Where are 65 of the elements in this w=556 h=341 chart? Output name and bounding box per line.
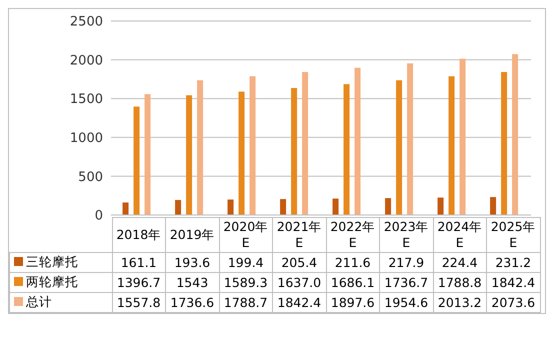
y-tick-label: 1500 bbox=[70, 92, 103, 108]
bar bbox=[134, 106, 140, 215]
data-label: 231.2 bbox=[486, 252, 540, 272]
data-label: 1637.0 bbox=[272, 272, 326, 292]
bar bbox=[280, 199, 286, 215]
y-tick-label: 500 bbox=[78, 170, 103, 185]
bar bbox=[238, 92, 245, 215]
data-label: 224.4 bbox=[433, 252, 486, 272]
bar bbox=[396, 80, 402, 215]
bar bbox=[175, 200, 182, 215]
data-label: 1842.4 bbox=[486, 272, 540, 292]
x-tick-label: 2018年 bbox=[112, 218, 166, 252]
data-label: 1954.6 bbox=[380, 292, 433, 312]
bar bbox=[438, 198, 444, 215]
data-label: 1788.7 bbox=[219, 292, 272, 312]
bar bbox=[385, 198, 392, 215]
data-label: 1589.3 bbox=[219, 272, 272, 292]
data-label: 1897.6 bbox=[326, 292, 380, 312]
data-label: 217.9 bbox=[380, 252, 433, 272]
x-tick-label: 2023年E bbox=[380, 218, 433, 252]
data-label: 1736.6 bbox=[166, 292, 219, 312]
legend-label: 两轮摩托 bbox=[10, 272, 112, 292]
bar bbox=[228, 200, 234, 215]
bar bbox=[490, 197, 496, 215]
bar bbox=[344, 84, 350, 215]
data-label: 211.6 bbox=[326, 252, 380, 272]
bar bbox=[407, 63, 414, 215]
bar bbox=[186, 95, 192, 215]
bar bbox=[460, 58, 466, 215]
bar bbox=[250, 76, 256, 215]
x-tick-label: 2021年E bbox=[272, 218, 326, 252]
data-label: 2013.2 bbox=[433, 292, 486, 312]
data-label: 2073.6 bbox=[486, 292, 540, 312]
legend-label: 总计 bbox=[10, 292, 112, 312]
y-tick-label: 2000 bbox=[70, 53, 103, 68]
x-tick-label: 2025年E bbox=[486, 218, 540, 252]
bar bbox=[197, 80, 204, 215]
y-tick-label: 0 bbox=[94, 208, 103, 224]
data-label: 1788.8 bbox=[433, 272, 486, 292]
bar bbox=[144, 94, 151, 215]
data-label: 1557.8 bbox=[112, 292, 166, 312]
data-label: 1736.7 bbox=[380, 272, 433, 292]
y-tick-label: 1000 bbox=[70, 131, 103, 146]
bar bbox=[501, 72, 508, 215]
bar bbox=[512, 54, 518, 215]
data-label: 193.6 bbox=[166, 252, 219, 272]
x-tick-label: 2024年E bbox=[433, 218, 486, 252]
data-label: 161.1 bbox=[112, 252, 166, 272]
data-label: 199.4 bbox=[219, 252, 272, 272]
bar bbox=[302, 72, 308, 215]
x-tick-label: 2020年E bbox=[219, 218, 272, 252]
data-label: 205.4 bbox=[272, 252, 326, 272]
data-label: 1396.7 bbox=[112, 272, 166, 292]
bar bbox=[122, 202, 129, 215]
x-tick-label: 2022年E bbox=[326, 218, 380, 252]
data-label: 1686.1 bbox=[326, 272, 380, 292]
y-tick-label: 2500 bbox=[70, 14, 103, 30]
bar bbox=[291, 88, 298, 215]
data-label: 1543 bbox=[166, 272, 219, 292]
bar bbox=[332, 198, 339, 215]
bar bbox=[354, 68, 361, 215]
data-label: 1842.4 bbox=[272, 292, 326, 312]
legend-label: 三轮摩托 bbox=[10, 252, 112, 272]
bar bbox=[448, 76, 455, 215]
x-tick-label: 2019年 bbox=[166, 218, 219, 252]
